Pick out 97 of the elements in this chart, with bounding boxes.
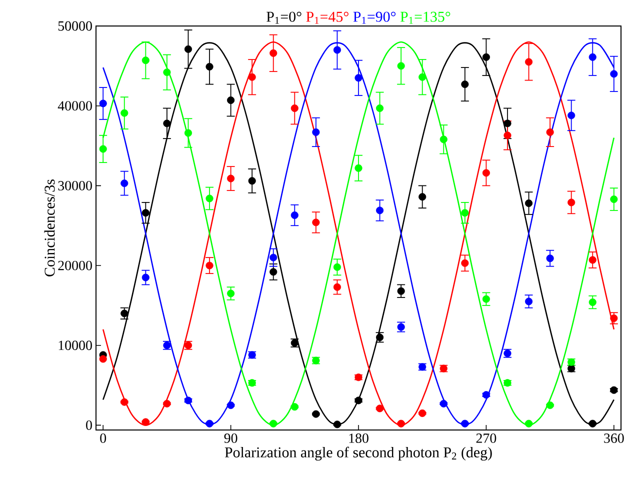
point — [418, 193, 426, 201]
point — [588, 420, 596, 428]
point — [290, 403, 298, 411]
point — [227, 401, 235, 410]
point — [588, 298, 596, 306]
y-tick-label: 20000 — [58, 260, 92, 270]
x-axis-title: Polarization angle of second photon P$_{2}$ (deg) — [224, 446, 492, 461]
point — [312, 218, 320, 226]
x-tick-label: 0 — [100, 434, 106, 443]
point — [440, 136, 448, 144]
point — [142, 274, 150, 282]
y-tick-label: 50000 — [58, 21, 92, 31]
point — [397, 287, 405, 295]
point — [354, 164, 362, 172]
point — [99, 145, 107, 153]
point — [376, 404, 384, 412]
point — [524, 58, 533, 66]
point — [290, 104, 298, 112]
point — [99, 355, 107, 363]
point — [461, 209, 469, 217]
x-tick-label: 360 — [604, 434, 624, 443]
point — [333, 420, 342, 428]
point — [120, 180, 128, 188]
point — [376, 104, 384, 112]
point — [524, 298, 533, 306]
point — [610, 195, 618, 204]
x-tick-label: 90 — [224, 434, 238, 443]
point — [418, 73, 426, 81]
point — [524, 420, 533, 428]
point — [546, 401, 554, 410]
point — [397, 62, 405, 70]
point — [120, 398, 128, 406]
point — [610, 386, 618, 394]
point — [206, 262, 214, 270]
point — [227, 96, 235, 104]
point — [142, 418, 150, 426]
y-tick-label: 10000 — [58, 340, 92, 350]
point — [568, 112, 576, 120]
point — [482, 53, 490, 61]
point — [206, 62, 214, 71]
point — [99, 100, 107, 108]
point — [270, 268, 278, 276]
point — [333, 46, 342, 54]
point — [461, 259, 469, 267]
point — [610, 314, 618, 322]
y-tick-label: 30000 — [58, 180, 92, 190]
series-label: P$_{1}$=90° — [353, 12, 396, 24]
point — [588, 53, 596, 61]
x-tick-label: 180 — [349, 434, 368, 443]
text: P$_{1}$=135° — [400, 12, 450, 24]
point — [270, 420, 278, 428]
point — [120, 310, 128, 318]
point — [206, 420, 214, 428]
point — [248, 73, 256, 81]
point — [142, 56, 150, 64]
point — [376, 206, 384, 214]
point — [504, 132, 512, 140]
point — [184, 129, 192, 137]
text: P$_{1}$=45° — [306, 12, 348, 24]
point — [418, 409, 426, 418]
point — [482, 169, 490, 177]
point — [461, 420, 469, 428]
point — [333, 283, 342, 291]
point — [482, 391, 490, 399]
point — [142, 209, 150, 217]
x-tick-label: 270 — [476, 434, 496, 443]
point — [163, 400, 171, 408]
point — [482, 295, 490, 303]
point — [440, 400, 448, 408]
point — [524, 199, 533, 208]
point — [163, 120, 171, 128]
point — [270, 254, 278, 262]
y-axis-title: Coincidences/3s — [44, 180, 55, 276]
point — [227, 174, 235, 182]
point — [397, 420, 405, 428]
point — [312, 128, 320, 136]
point — [248, 177, 256, 185]
point — [610, 70, 618, 78]
point — [206, 194, 214, 202]
point — [461, 80, 469, 88]
point — [568, 198, 576, 206]
point — [184, 45, 192, 53]
point — [163, 68, 171, 76]
point — [333, 263, 342, 271]
point — [354, 74, 362, 82]
point — [270, 49, 278, 57]
text: P$_{1}$=0° — [266, 12, 302, 24]
point — [227, 290, 235, 298]
point — [120, 109, 128, 117]
point — [504, 120, 512, 128]
point — [312, 410, 320, 418]
point — [546, 128, 554, 136]
point — [546, 254, 554, 262]
y-tick-label: 0 — [86, 420, 92, 430]
point — [290, 211, 298, 220]
y-tick-label: 40000 — [58, 101, 92, 111]
point — [588, 256, 596, 264]
